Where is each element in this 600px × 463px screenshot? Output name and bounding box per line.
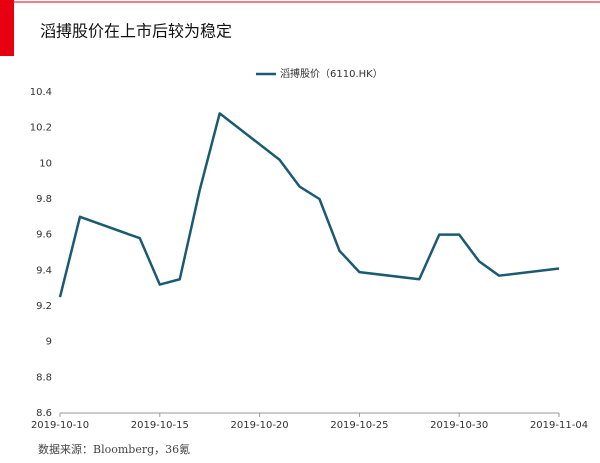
x-tick-label: 2019-10-25 [330, 420, 388, 431]
y-tick-label: 10 [39, 158, 52, 169]
y-tick-label: 10.2 [30, 123, 52, 134]
y-tick-label: 8.8 [36, 372, 52, 383]
x-tick-label: 2019-11-04 [530, 420, 588, 431]
x-tick-label: 2019-10-15 [131, 420, 189, 431]
y-tick-label: 10.4 [30, 87, 52, 98]
y-tick-label: 9.8 [36, 194, 52, 205]
source-note: 数据来源：Bloomberg，36氪 [38, 442, 190, 456]
price-line [58, 112, 560, 298]
y-tick-label: 8.6 [36, 408, 52, 419]
x-tick-label: 2019-10-20 [231, 420, 289, 431]
y-tick-label: 9.2 [36, 301, 52, 312]
x-tick-label: 2019-10-30 [430, 420, 488, 431]
chart-title: 滔搏股价在上市后较为稳定 [40, 22, 232, 41]
y-tick-label: 9.6 [36, 230, 52, 241]
accent-bar [0, 0, 14, 56]
x-tick-label: 2019-10-10 [31, 420, 89, 431]
y-tick-label: 9.4 [36, 265, 52, 276]
y-tick-label: 9 [46, 337, 52, 348]
legend-label: 滔搏股价（6110.HK） [280, 67, 383, 80]
